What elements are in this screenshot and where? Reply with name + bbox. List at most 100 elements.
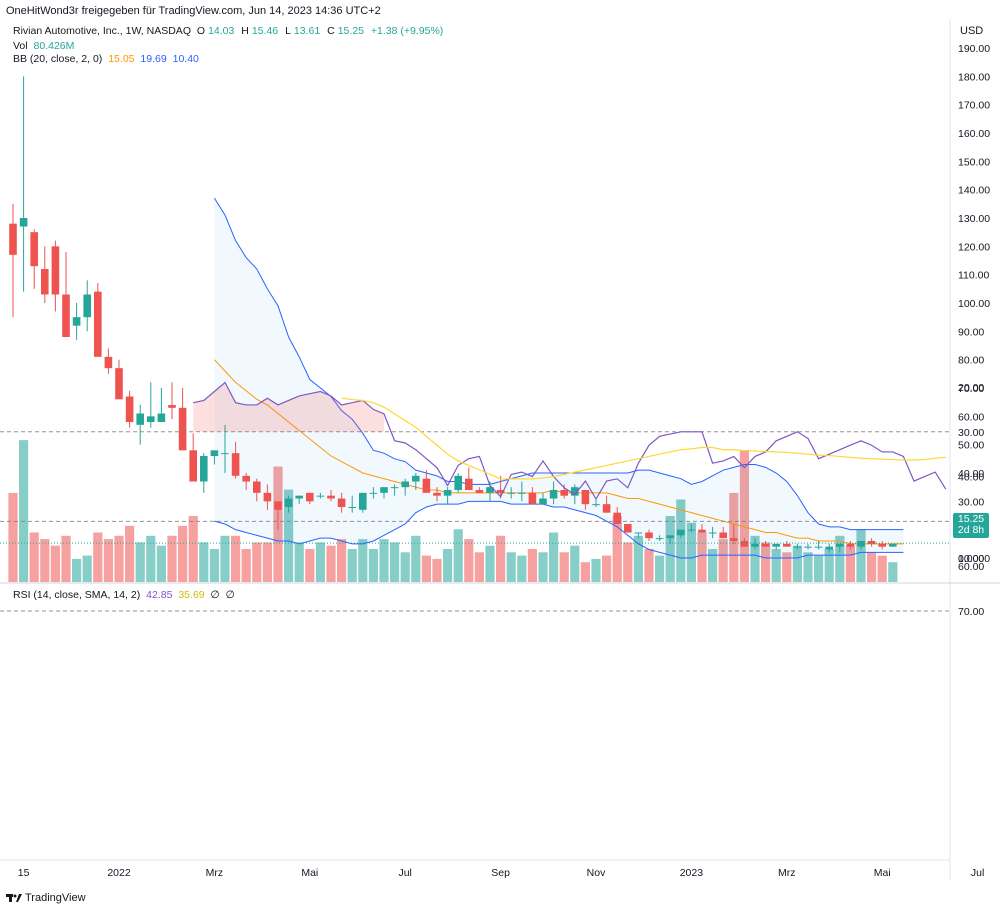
volume-bar (676, 499, 686, 582)
rsi-tick-label: 40.00 (958, 472, 984, 484)
price-tick-label: 120.00 (958, 241, 990, 253)
candle-body (327, 495, 335, 499)
candle-body (306, 492, 314, 502)
volume-bar (559, 552, 569, 582)
candle-body (359, 492, 367, 510)
candle-body (581, 490, 590, 505)
candle-body (295, 495, 303, 499)
price-tick-label: 90.00 (958, 326, 984, 338)
volume-bar (40, 539, 50, 582)
candle-body (62, 294, 70, 337)
x-tick-label: Jul (398, 867, 411, 879)
tradingview-logo-icon (6, 894, 22, 902)
rsi-value: 42.85 (146, 589, 173, 601)
candle-body (698, 529, 706, 533)
candle-body (602, 504, 611, 513)
candle-body (560, 490, 568, 496)
volume-bar (771, 549, 781, 582)
volume-bar (686, 522, 696, 582)
symbol-title: Rivian Automotive, Inc., 1W, NASDAQ (13, 25, 191, 37)
candle-body (422, 478, 431, 493)
volume-bar (655, 555, 665, 582)
volume-bar (739, 450, 749, 582)
candle-body (507, 492, 515, 494)
ohlc-low: 13.61 (293, 25, 321, 37)
candle-body (274, 501, 282, 510)
candle-body (825, 546, 833, 550)
candle-body (41, 269, 49, 295)
bb-fill (214, 198, 904, 558)
candle-body (761, 543, 770, 547)
candle-body (210, 450, 219, 456)
volume-bar (125, 525, 135, 582)
candle-body (157, 413, 166, 422)
volume-legend: Vol 80.426M (13, 40, 77, 52)
x-tick-label: Mai (874, 867, 891, 879)
volume-bar (464, 539, 474, 582)
volume-bar (61, 535, 71, 582)
volume-bar (496, 535, 506, 582)
volume-bar (835, 535, 845, 582)
currency-label: USD (960, 25, 984, 37)
candle-body (751, 543, 759, 547)
candle-body (645, 532, 653, 539)
volume-bar (167, 535, 177, 582)
rsi-oversold-fill (193, 382, 384, 432)
volume-bar (877, 555, 887, 582)
volume-bar (591, 558, 601, 582)
price-tick-label: 130.00 (958, 213, 990, 225)
volume-bar (379, 539, 389, 582)
bb-basis-value: 15.05 (108, 53, 135, 65)
volume-bar (803, 552, 813, 582)
volume-bar (199, 542, 209, 582)
candle-body (178, 407, 187, 451)
volume-bar (633, 535, 643, 582)
x-tick-label: Sep (491, 867, 510, 879)
candle-body (655, 538, 664, 540)
candle-body (772, 543, 780, 547)
candle-body (730, 538, 738, 541)
candle-body (231, 453, 240, 476)
candle-body (221, 453, 229, 455)
candle-body (836, 543, 844, 547)
price-tick-label: 30.00 (958, 496, 984, 508)
volume-bar (305, 549, 315, 582)
bb-basis-line (214, 359, 904, 545)
price-tick-label: 160.00 (958, 128, 990, 140)
candle-body (889, 543, 897, 547)
ohlc-low-label: L (285, 25, 291, 37)
price-tick-label: 110.00 (958, 270, 989, 282)
candle-body (496, 490, 505, 493)
volume-bar (358, 539, 368, 582)
volume-bar (888, 562, 898, 582)
volume-bar (453, 529, 463, 582)
x-tick-label: Jul (971, 867, 984, 879)
candle-body (200, 456, 208, 482)
volume-bar (347, 549, 357, 582)
price-tick-label: 100.00 (958, 298, 990, 310)
candle-body (867, 541, 876, 544)
volume-bar (517, 555, 527, 582)
volume-bar (294, 542, 304, 582)
volume-bar (8, 492, 18, 582)
volume-bar (156, 545, 166, 582)
bb-lower-line (214, 500, 904, 559)
candle-body (740, 541, 749, 547)
volume-bar (50, 545, 60, 582)
x-tick-label: Mrz (206, 867, 224, 879)
candle-body (253, 481, 261, 493)
volume-bar (750, 535, 760, 582)
candle-body (168, 405, 176, 408)
volume-bar (792, 545, 802, 582)
rsi-sma-value: 35.69 (178, 589, 205, 601)
volume-bar (761, 542, 771, 582)
candle-body (528, 492, 537, 505)
volume-bar (315, 542, 325, 582)
candle-body (9, 223, 17, 255)
volume-bar (623, 542, 633, 582)
candle-body (443, 490, 452, 496)
candle-body (263, 492, 272, 502)
candle-body (475, 490, 484, 493)
candle-body (624, 524, 632, 533)
